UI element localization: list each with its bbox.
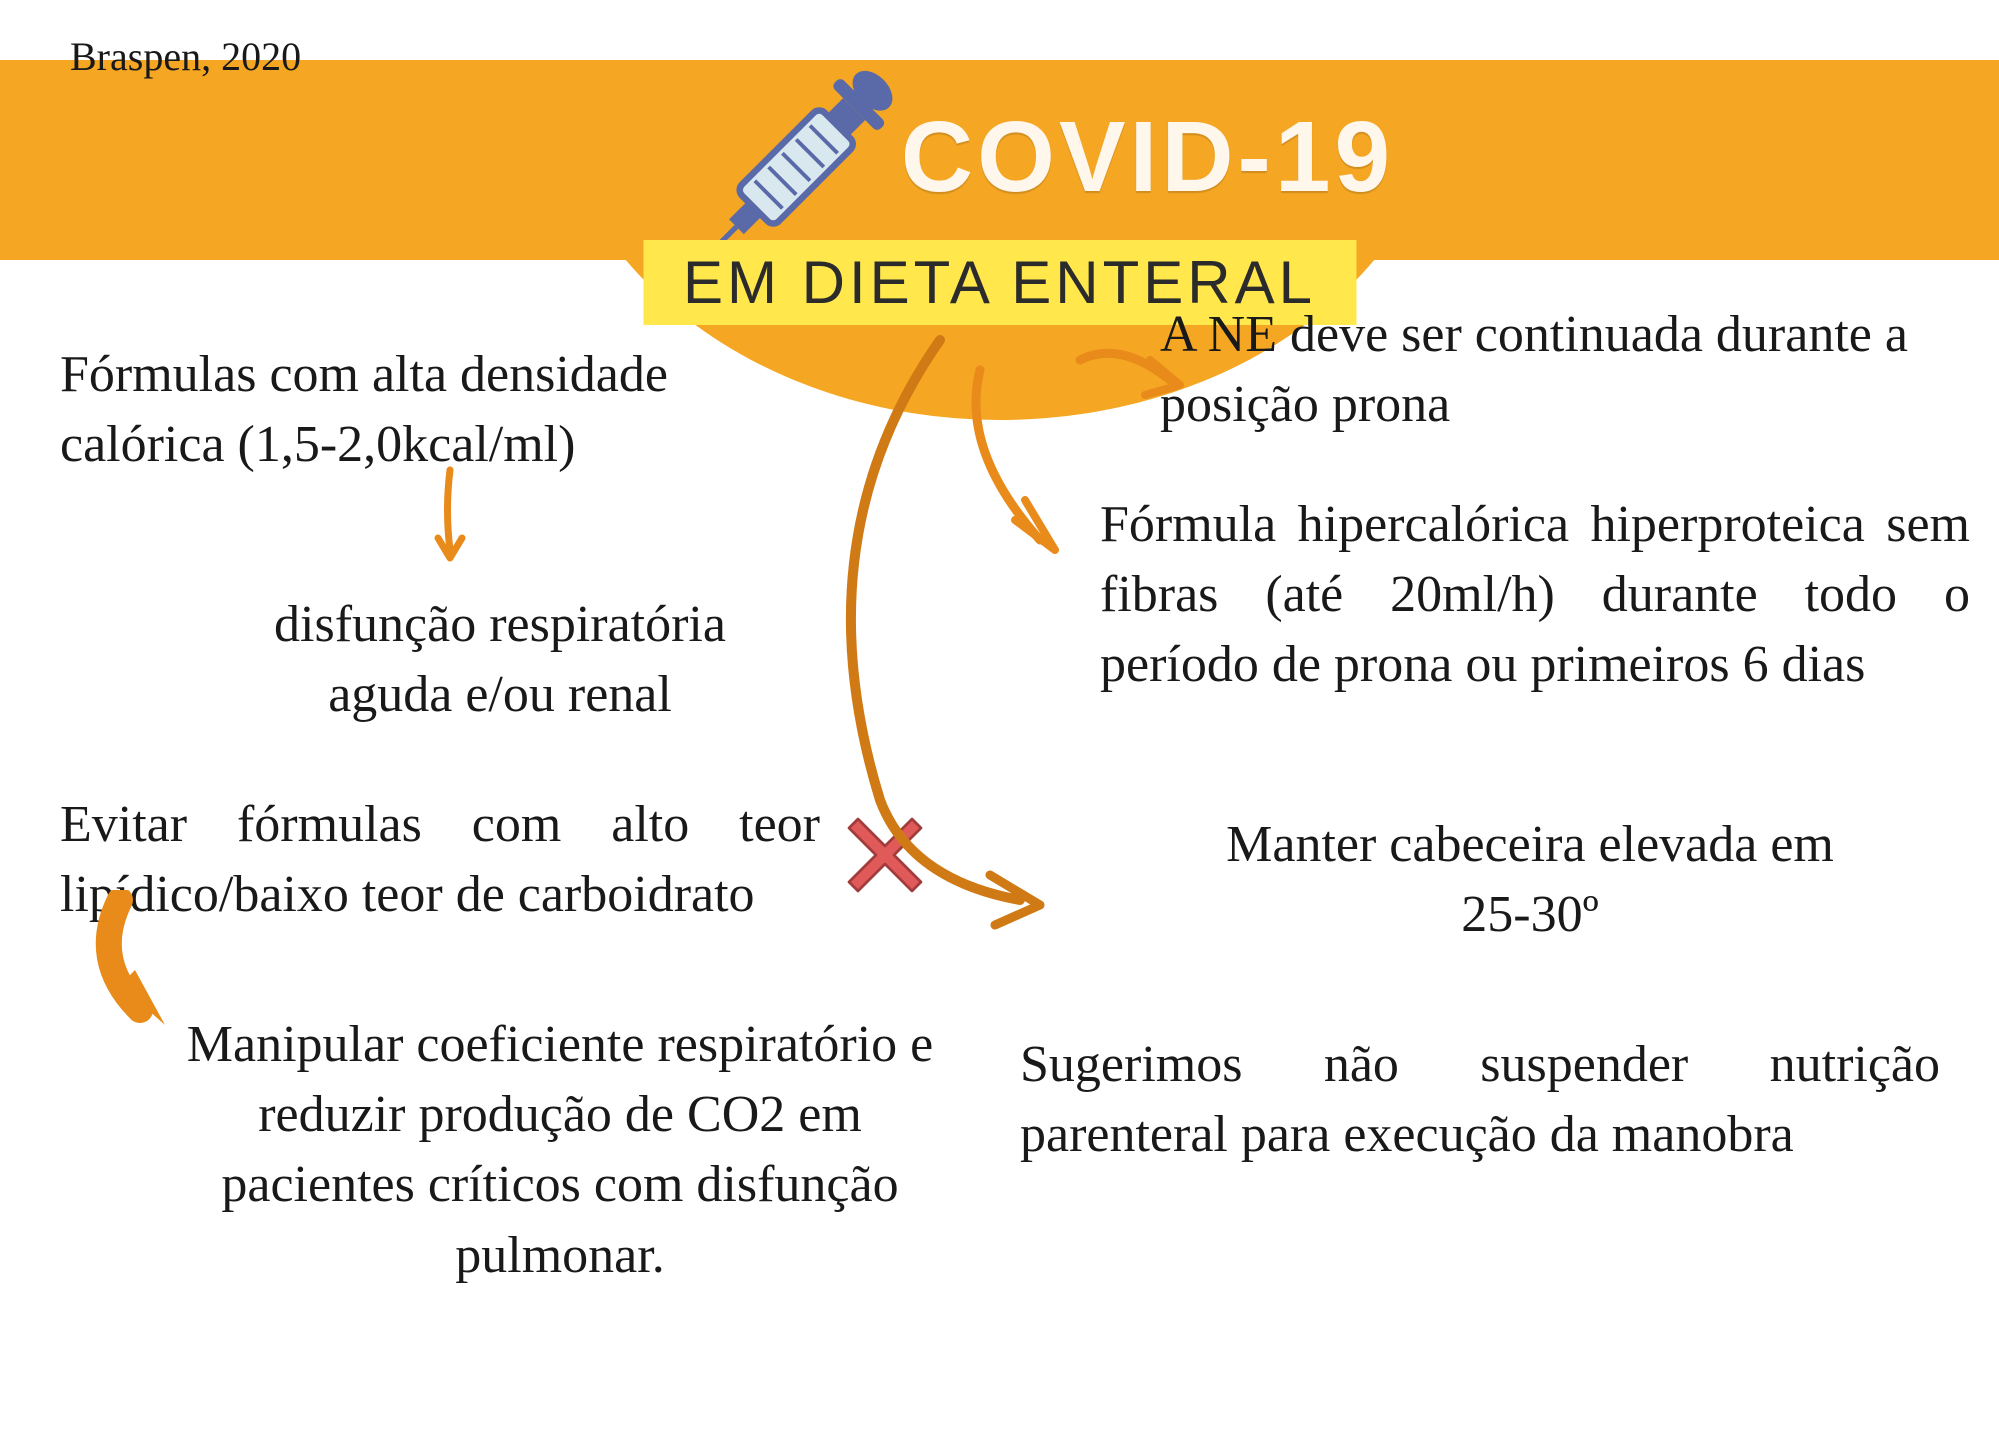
text-disfuncao-l1: disfunção respiratória [220, 590, 780, 660]
main-title: COVID-19 [901, 100, 1394, 215]
citation-text: Braspen, 2020 [70, 30, 301, 84]
text-cabeceira: Manter cabeceira elevada em 25-30º [1120, 810, 1940, 950]
text-sugerimos: Sugerimos não suspender nutrição parente… [1020, 1030, 1940, 1170]
text-disfuncao-l2: aguda e/ou renal [220, 660, 780, 730]
text-cabeceira-l1: Manter cabeceira elevada em [1120, 810, 1940, 880]
text-cabeceira-l2: 25-30º [1120, 880, 1940, 950]
text-disfuncao: disfunção respiratória aguda e/ou renal [220, 590, 780, 730]
text-manipular: Manipular coeficiente respiratório e red… [160, 1010, 960, 1291]
text-ne: A NE deve ser continuada durante a posiç… [1160, 300, 1940, 440]
arrow-down-icon [420, 460, 480, 580]
text-hiper: Fórmula hipercalórica hiperproteica sem … [1100, 490, 1970, 701]
